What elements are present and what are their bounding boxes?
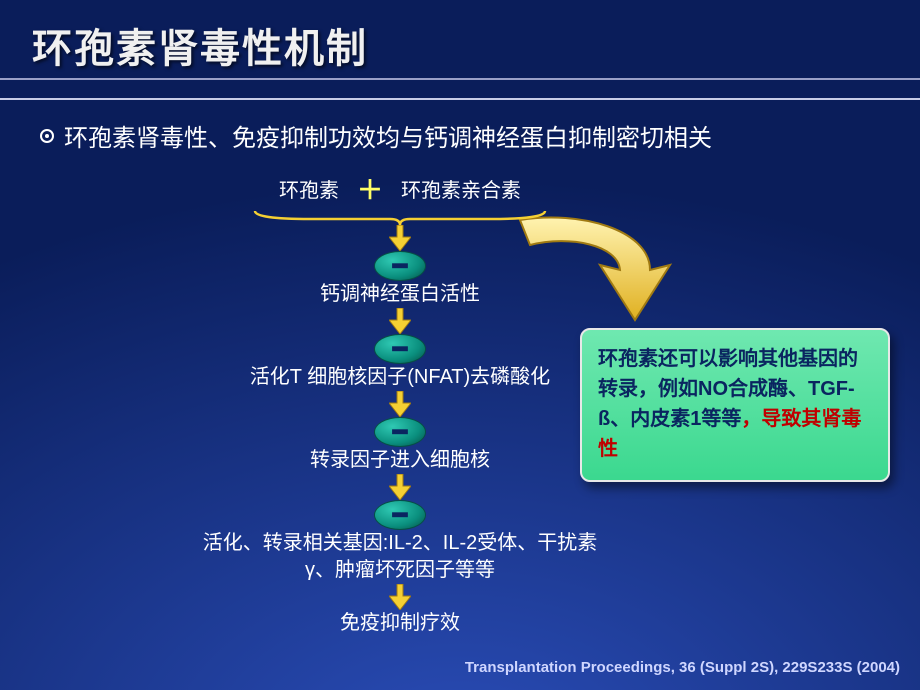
minus-symbol: ━ [393, 335, 407, 364]
minus-symbol: ━ [393, 501, 407, 530]
bullet-icon [40, 129, 54, 143]
arrow-down-icon [389, 225, 411, 251]
minus-badge: ━ [374, 417, 426, 447]
title-bar: 环孢素肾毒性机制 [0, 0, 920, 84]
divider-line-2 [0, 98, 920, 100]
bullet-row: 环孢素肾毒性、免疫抑制功效均与钙调神经蛋白抑制密切相关 [40, 118, 712, 153]
arrow-down-icon [389, 474, 411, 500]
bullet-text: 环孢素肾毒性、免疫抑制功效均与钙调神经蛋白抑制密切相关 [64, 118, 712, 153]
flow-step: 钙调神经蛋白活性 [320, 281, 480, 308]
plus-icon: ＋ [357, 170, 383, 207]
slide-root: 环孢素肾毒性机制 环孢素肾毒性、免疫抑制功效均与钙调神经蛋白抑制密切相关 环孢素… [0, 0, 920, 690]
callout-comma: ， [741, 408, 761, 430]
flow-step: 转录因子进入细胞核 [310, 447, 490, 474]
citation-text: Transplantation Proceedings, 36 (Suppl 2… [465, 659, 900, 676]
flow-input-right: 环孢素亲合素 [401, 174, 521, 203]
arrow-down-icon [389, 391, 411, 417]
minus-symbol: ━ [393, 418, 407, 447]
callout-box: 环孢素还可以影响其他基因的转录，例如NO合成酶、TGF-ß、内皮素1等等，导致其… [580, 328, 890, 482]
flow-step: 活化、转录相关基因:IL-2、IL-2受体、干扰素γ、肿瘤坏死因子等等 [190, 530, 610, 584]
minus-badge: ━ [374, 500, 426, 530]
flow-input-left: 环孢素 [279, 174, 339, 203]
flowchart: 环孢素 ＋ 环孢素亲合素 ━ 钙调神经蛋白活性 ━ 活化T 细胞核因子(NFAT… [170, 170, 630, 637]
flow-step: 免疫抑制疗效 [340, 610, 460, 637]
minus-symbol: ━ [393, 252, 407, 281]
minus-badge: ━ [374, 334, 426, 364]
slide-title: 环孢素肾毒性机制 [32, 16, 920, 74]
minus-badge: ━ [374, 251, 426, 281]
brace-icon [250, 209, 550, 225]
arrow-down-icon [389, 308, 411, 334]
flow-step: 活化T 细胞核因子(NFAT)去磷酸化 [250, 364, 550, 391]
flow-top-row: 环孢素 ＋ 环孢素亲合素 [170, 170, 630, 207]
arrow-down-icon [389, 584, 411, 610]
divider-line-1 [0, 78, 920, 80]
